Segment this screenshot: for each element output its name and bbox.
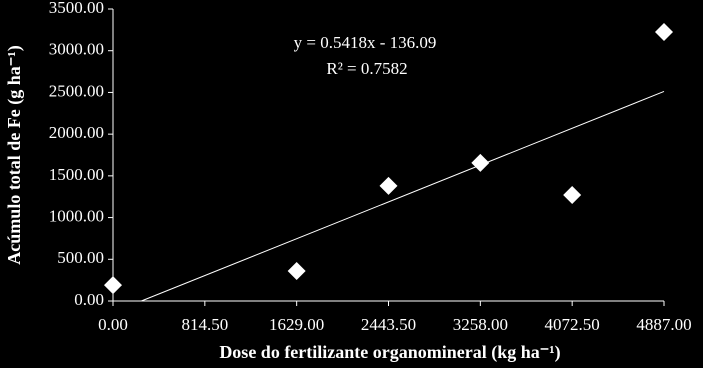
x-tick-label: 0.00 bbox=[98, 315, 128, 334]
y-tick-label: 2500.00 bbox=[49, 81, 104, 100]
y-axis-label: Acúmulo total de Fe (g ha⁻¹) bbox=[4, 45, 25, 264]
y-tick-label: 2000.00 bbox=[49, 123, 104, 142]
x-tick-label: 814.50 bbox=[181, 315, 228, 334]
x-tick-label: 1629.00 bbox=[269, 315, 324, 334]
x-tick-label: 3258.00 bbox=[453, 315, 508, 334]
y-tick-label: 1500.00 bbox=[49, 165, 104, 184]
x-tick-label: 2443.50 bbox=[361, 315, 416, 334]
trend-equation: y = 0.5418x - 136.09 bbox=[294, 33, 437, 52]
data-point bbox=[655, 22, 673, 41]
x-tick-label: 4072.50 bbox=[545, 315, 600, 334]
data-point bbox=[379, 176, 398, 195]
data-point bbox=[104, 276, 122, 295]
data-point bbox=[563, 186, 582, 205]
data-point bbox=[471, 153, 490, 172]
x-axis-label: Dose do fertilizante organomineral (kg h… bbox=[219, 342, 560, 363]
trendline bbox=[141, 90, 665, 302]
y-tick-label: 0.00 bbox=[74, 290, 104, 309]
y-tick-label: 500.00 bbox=[57, 248, 104, 267]
y-tick-label: 3500.00 bbox=[49, 0, 104, 17]
x-tick-label: 4887.00 bbox=[636, 315, 691, 334]
r-squared: R² = 0.7582 bbox=[326, 59, 407, 78]
y-tick-label: 1000.00 bbox=[49, 206, 104, 225]
data-point bbox=[287, 261, 306, 280]
y-tick-label: 3000.00 bbox=[49, 40, 104, 59]
